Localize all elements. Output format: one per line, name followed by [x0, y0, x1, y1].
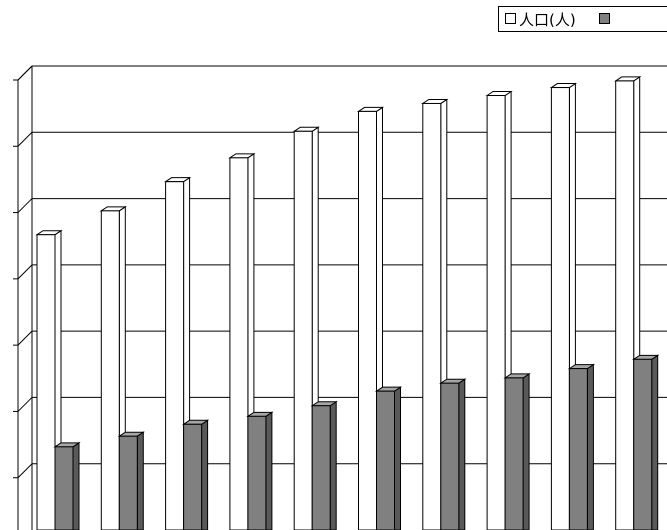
bar-side	[202, 420, 208, 530]
bar-series-2	[184, 420, 208, 530]
bar-side	[137, 432, 143, 530]
gridline-depth	[18, 132, 32, 146]
bar-front	[166, 182, 184, 530]
gridline-depth	[18, 199, 32, 213]
bar-front	[551, 88, 569, 530]
bar-series-2	[505, 374, 529, 530]
gridline-depth	[18, 397, 32, 411]
bar-front	[441, 383, 459, 530]
bar-front	[119, 436, 137, 530]
legend-label-population: 人口(人)	[519, 11, 576, 29]
bar-front	[248, 416, 266, 530]
bar-front	[487, 96, 505, 530]
bar-front	[505, 378, 523, 530]
legend-swatch-white-icon	[505, 13, 516, 24]
bar-front	[101, 211, 119, 530]
bar-front	[423, 103, 441, 530]
bar-front	[37, 235, 55, 530]
gridline-depth	[18, 331, 32, 345]
legend-item-series-2	[599, 11, 613, 29]
bar-front	[569, 369, 587, 530]
bar-side	[266, 412, 272, 530]
legend-swatch-gray-icon	[599, 13, 610, 24]
bar-front	[230, 158, 248, 530]
bar-series-2	[569, 365, 593, 530]
legend: 人口(人)	[498, 6, 667, 32]
bar-side	[587, 365, 593, 530]
bar-front	[634, 359, 652, 530]
bar-series-2	[441, 379, 465, 530]
bar-front	[294, 131, 312, 530]
bar-series-2	[55, 443, 79, 530]
bar-series-2	[119, 432, 143, 530]
bar-side	[523, 374, 529, 530]
bar-series-2	[634, 355, 658, 530]
gridline-depth	[18, 265, 32, 279]
bar-side	[73, 443, 79, 530]
bar-series-2	[312, 402, 336, 530]
gridline-depth	[18, 464, 32, 478]
bar-front	[359, 111, 377, 530]
bar-side	[395, 387, 401, 530]
bar-series-2	[377, 387, 401, 530]
bar-front	[55, 447, 73, 530]
bar-side	[330, 402, 336, 530]
bar-front	[616, 81, 634, 530]
bars	[37, 77, 658, 530]
bar-front	[312, 406, 330, 530]
bar-front	[377, 391, 395, 530]
bar-series-2	[248, 412, 272, 530]
bar-side	[652, 355, 658, 530]
bar-side	[459, 379, 465, 530]
legend-item-population: 人口(人)	[505, 11, 576, 29]
bar-front	[184, 424, 202, 530]
y-axis-depth	[18, 66, 32, 80]
